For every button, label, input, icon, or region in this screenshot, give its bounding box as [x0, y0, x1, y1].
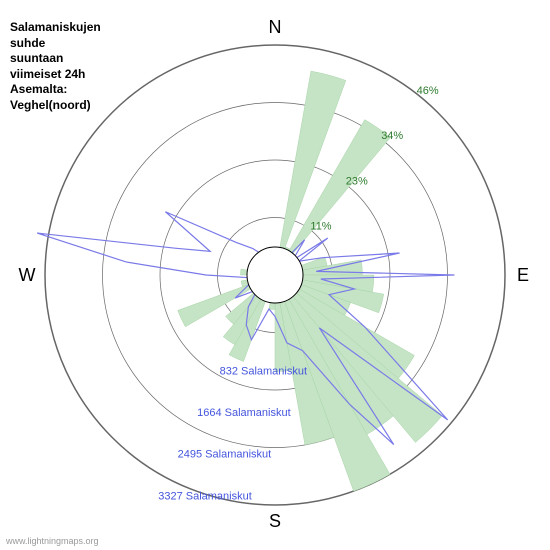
- strike-count-label: 2495 Salamaniskut: [178, 449, 272, 461]
- strike-count-label: 832 Salamaniskut: [220, 365, 307, 377]
- cardinal-s: S: [269, 511, 281, 531]
- cardinal-e: E: [517, 265, 529, 285]
- strike-count-label: 3327 Salamaniskut: [158, 490, 252, 502]
- ring-percent-label: 11%: [310, 221, 331, 233]
- polar-chart-container: { "title_lines": ["Salamaniskujen", "suh…: [0, 0, 550, 550]
- cardinal-w: W: [19, 265, 36, 285]
- strike-count-label: 1664 Salamaniskut: [197, 407, 291, 419]
- ring-percent-label: 23%: [346, 175, 368, 187]
- chart-title: Salamaniskujensuhdesuuntaanviimeiset 24h…: [10, 20, 101, 114]
- ring-percent-label: 34%: [381, 130, 403, 142]
- footer-credit: www.lightningmaps.org: [6, 536, 99, 546]
- ring-percent-label: 46%: [417, 85, 439, 97]
- cardinal-n: N: [269, 17, 282, 37]
